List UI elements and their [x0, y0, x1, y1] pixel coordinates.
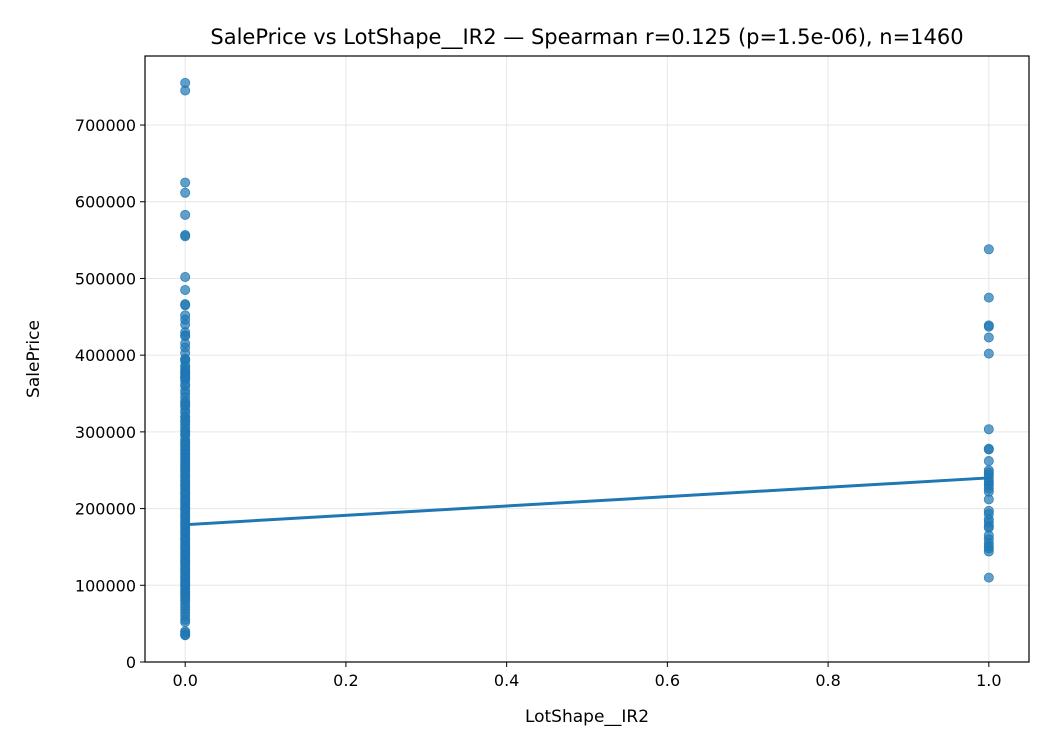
data-point	[983, 424, 994, 435]
trend-line	[183, 476, 991, 527]
data-point	[983, 494, 994, 505]
x-axis-ticks: 0.0 0.2 0.4 0.6 0.8 1.0	[172, 662, 1002, 690]
x-tick-label: 0.0	[172, 671, 197, 690]
y-tick-label: 100000	[75, 576, 136, 595]
y-tick-label: 500000	[75, 269, 136, 288]
data-point	[983, 546, 994, 557]
x-axis-label: LotShape__IR2	[525, 707, 649, 727]
x-tick-label: 0.4	[494, 671, 519, 690]
data-point	[180, 231, 191, 242]
data-point	[983, 321, 994, 332]
chart-title: SalePrice vs LotShape__IR2 — Spearman r=…	[210, 25, 963, 50]
data-point	[180, 284, 191, 295]
data-point	[983, 444, 994, 455]
x-tick-label: 1.0	[976, 671, 1001, 690]
grid-lines	[145, 56, 1029, 663]
data-point	[983, 244, 994, 255]
y-tick-label: 700000	[75, 116, 136, 135]
data-point	[180, 85, 191, 96]
data-point	[983, 572, 994, 583]
data-point	[180, 300, 191, 311]
data-point	[983, 348, 994, 359]
plot-frame	[144, 55, 1030, 663]
x-tick-label: 0.8	[815, 671, 840, 690]
scatter-points	[180, 77, 994, 641]
data-point	[180, 617, 191, 628]
data-point	[180, 209, 191, 220]
data-point	[180, 187, 191, 198]
y-tick-label: 600000	[75, 193, 136, 212]
data-point	[983, 332, 994, 343]
y-tick-label: 200000	[75, 500, 136, 519]
data-point	[983, 292, 994, 303]
y-axis-ticks: 0 100000 200000 300000 400000 500000 600000 700…	[75, 116, 145, 672]
x-tick-label: 0.2	[333, 671, 358, 690]
y-tick-label: 300000	[75, 423, 136, 442]
data-point	[180, 272, 191, 283]
y-tick-label: 400000	[75, 346, 136, 365]
data-point	[180, 630, 191, 641]
y-axis-label: SalePrice	[24, 320, 44, 398]
data-point	[180, 177, 191, 188]
trend-line-group	[183, 476, 991, 527]
x-tick-label: 0.6	[655, 671, 680, 690]
data-point	[983, 456, 994, 467]
y-tick-label: 0	[126, 653, 136, 672]
